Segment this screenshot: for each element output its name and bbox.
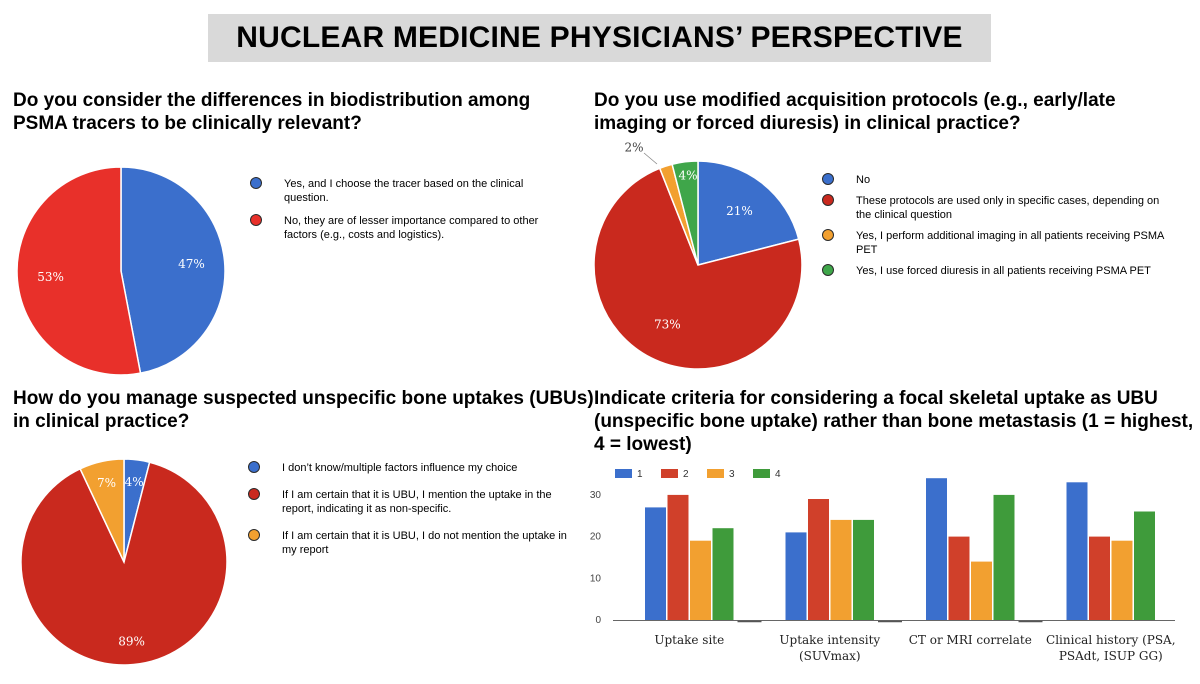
bar-legend-label: 1 — [637, 469, 643, 480]
bar-legend-label: 2 — [683, 469, 689, 480]
x-category-label: Uptake site — [654, 633, 724, 647]
bar-legend-swatch — [753, 469, 770, 478]
y-tick-label: 10 — [590, 573, 602, 584]
pie-slice — [120, 166, 226, 375]
pie-slice — [16, 166, 142, 376]
legend-item: Yes, I perform additional imaging in all… — [822, 229, 1177, 257]
question-4-title: Indicate criteria for considering a foca… — [594, 388, 1194, 455]
bar — [1066, 482, 1088, 620]
bar-legend-swatch — [661, 469, 678, 478]
question-3-title: How do you manage suspected unspecific b… — [13, 388, 594, 432]
bar — [1089, 536, 1110, 620]
legend-swatch — [248, 529, 260, 541]
banner-title: NUCLEAR MEDICINE PHYSICIANS’ PERSPECTIVE — [208, 14, 991, 62]
bar-legend-swatch — [615, 469, 632, 478]
pie-2-legend: No These protocols are used only in spec… — [822, 173, 1177, 285]
pie-slice — [79, 458, 125, 563]
legend-label: I don’t know/multiple factors influence … — [282, 462, 518, 474]
pie-slice-label: 4% — [678, 169, 697, 183]
legend-label: Yes, I use forced diuresis in all patien… — [856, 265, 1151, 277]
bar-legend-label: 3 — [729, 469, 735, 480]
bar — [645, 507, 666, 620]
legend-label: Yes, and I choose the tracer based on th… — [284, 178, 524, 204]
pie-slice-label: 21% — [726, 204, 753, 218]
legend-swatch — [822, 229, 834, 241]
legend-label: Yes, I perform additional imaging in all… — [856, 230, 1164, 256]
legend-item: No — [822, 173, 1177, 187]
pie-chart-3: 4% 89% 7% — [20, 458, 228, 666]
pie-slice-label: 4% — [125, 475, 144, 489]
legend-label: No — [856, 174, 871, 186]
legend-item: Yes, I use forced diuresis in all patien… — [822, 264, 1177, 278]
bar — [1111, 540, 1133, 620]
legend-label: If I am certain that it is UBU, I do not… — [282, 530, 567, 556]
x-category-label: Clinical history (PSA, PSAdt, ISUP GG) — [1046, 633, 1176, 663]
legend-swatch — [248, 461, 260, 473]
bar — [830, 519, 852, 620]
bar — [993, 494, 1015, 620]
bar — [667, 494, 689, 620]
pie-slice-label: 89% — [118, 635, 145, 649]
pie-slice — [20, 461, 228, 666]
legend-label: No, they are of lesser importance compar… — [284, 215, 539, 241]
pie-slice-label: 53% — [37, 270, 64, 284]
bar — [926, 478, 947, 620]
legend-item: If I am certain that it is UBU, I do not… — [248, 529, 583, 557]
bar-legend-label: 4 — [775, 469, 781, 480]
pie-slice-label: 73% — [654, 318, 681, 332]
legend-swatch — [248, 488, 260, 500]
bar — [690, 540, 711, 620]
pie-1-legend: Yes, and I choose the tracer based on th… — [250, 177, 550, 251]
y-tick-label: 20 — [590, 532, 602, 543]
legend-item: These protocols are used only in specifi… — [822, 194, 1177, 222]
question-1-title: Do you consider the differences in biodi… — [13, 90, 531, 134]
legend-swatch — [250, 214, 262, 226]
pie-3-legend: I don’t know/multiple factors influence … — [248, 461, 583, 570]
legend-item: I don’t know/multiple factors influence … — [248, 461, 583, 475]
legend-swatch — [822, 173, 834, 185]
pie-slice-label: 2% — [624, 141, 643, 155]
legend-item: If I am certain that it is UBU, I mentio… — [248, 488, 583, 516]
pie-slice-label: 47% — [178, 257, 205, 271]
legend-item: Yes, and I choose the tracer based on th… — [250, 177, 550, 205]
y-tick-label: 0 — [595, 615, 601, 626]
legend-swatch — [822, 194, 834, 206]
pie-slice — [671, 160, 699, 266]
bar-legend-swatch — [707, 469, 724, 478]
bar-chart: 1 2 3 4 0 10 20 30 Uptake site Uptake intensity (S… — [590, 469, 1176, 663]
legend-swatch — [822, 264, 834, 276]
legend-label: If I am certain that it is UBU, I mentio… — [282, 489, 552, 515]
leader-line — [643, 152, 658, 165]
y-tick-label: 30 — [590, 490, 602, 501]
pie-slice-label: 7% — [97, 476, 116, 490]
bar — [1134, 511, 1155, 620]
x-category-label: Uptake intensity (SUVmax) — [779, 633, 880, 663]
pie-chart-2: 21% 73% 2% 4% — [593, 141, 803, 370]
pie-chart-1: 47% 53% — [16, 166, 226, 376]
bar — [853, 519, 874, 620]
bar — [712, 528, 734, 620]
bar — [808, 499, 829, 620]
question-2-title: Do you use modified acquisition protocol… — [594, 90, 1116, 134]
bar — [948, 536, 970, 620]
pie-slice — [593, 167, 803, 370]
legend-item: No, they are of lesser importance compar… — [250, 214, 550, 242]
pie-slice — [697, 160, 800, 266]
x-category-label: CT or MRI correlate — [909, 633, 1032, 647]
bar — [785, 532, 807, 620]
bar — [971, 561, 992, 620]
legend-label: These protocols are used only in specifi… — [856, 195, 1160, 221]
legend-swatch — [250, 177, 262, 189]
